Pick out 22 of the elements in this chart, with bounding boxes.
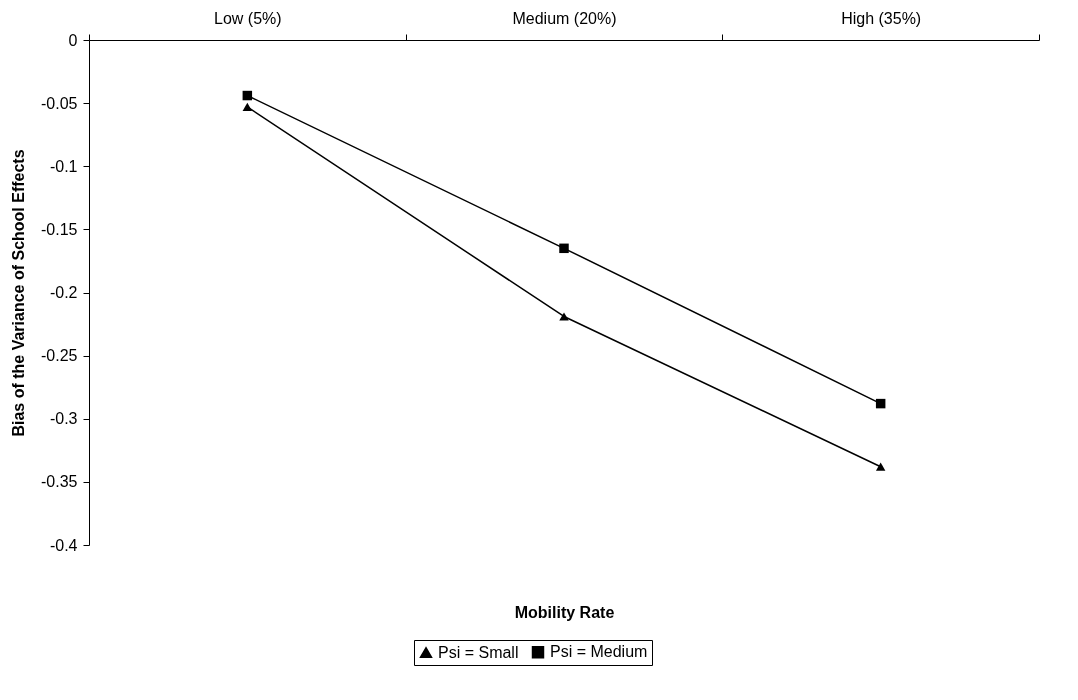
y-tick-label: -0.3: [49, 410, 78, 428]
point: [875, 398, 886, 409]
y-tick-label: -0.35: [41, 473, 78, 491]
y-axis-title: Bias of the Variance of School Effects: [10, 149, 28, 437]
point: [559, 243, 569, 254]
x-tick-label: Low (5%): [214, 9, 282, 27]
legend-label: Psi = Medium: [550, 643, 648, 661]
point: [242, 90, 253, 101]
y-tick-label: -0.05: [41, 94, 78, 112]
y-tick-label: -0.15: [41, 220, 78, 238]
point: [559, 312, 569, 321]
y-tick-label: -0.4: [49, 536, 78, 554]
point: [242, 102, 253, 112]
x-axis-title: Mobility Rate: [514, 603, 615, 621]
point: [875, 462, 886, 471]
legend-label: Psi = Small: [438, 643, 519, 661]
y-tick-label: -0.1: [49, 157, 78, 175]
x-tick-label: High (35%): [841, 9, 922, 27]
y-tick-label: -0.25: [41, 347, 78, 365]
y-tick-label: -0.2: [49, 284, 78, 301]
y-tick-label: 0: [68, 31, 78, 49]
x-tick-label: Medium (20%): [512, 9, 617, 27]
